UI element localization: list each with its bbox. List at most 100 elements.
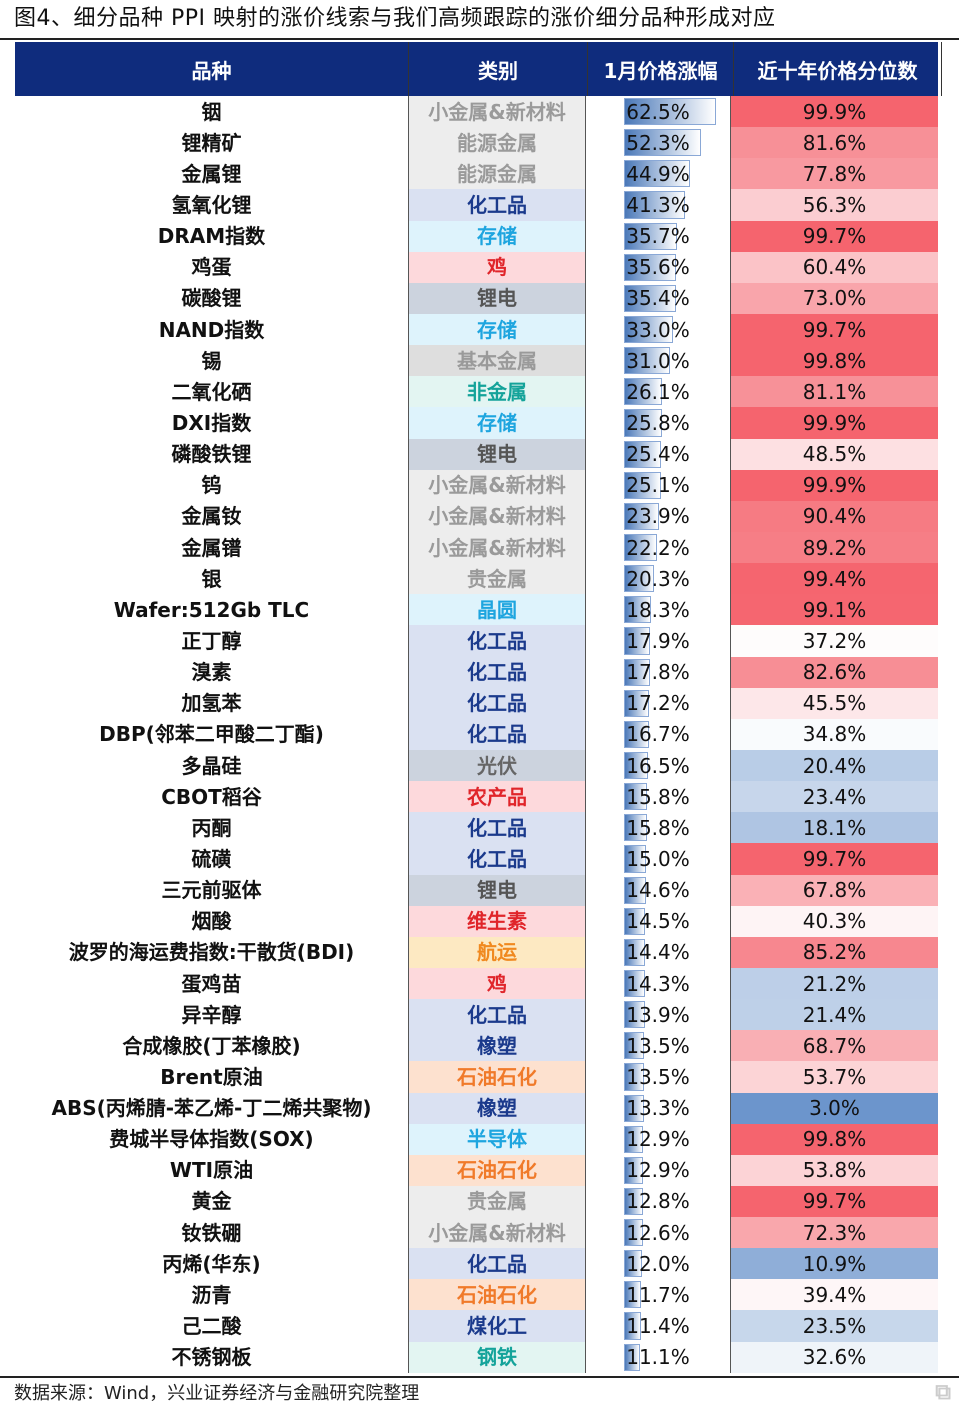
change-cell: 17.9% — [586, 625, 731, 657]
variety-cell: 二氧化硒 — [171, 379, 252, 404]
table-row: 锡 基本金属 31.0% 99.8% — [15, 345, 938, 377]
category-cell: 小金属&新材料 — [408, 500, 586, 532]
variety-cell: 金属镨 — [181, 535, 242, 560]
table-row: WTI原油 石油石化 12.9% 53.8% — [15, 1154, 938, 1186]
percentile-cell: 32.6% — [731, 1341, 938, 1373]
change-value: 25.4% — [626, 442, 690, 467]
percentile-cell: 77.8% — [731, 158, 938, 190]
table-row: 丙烯(华东) 化工品 12.0% 10.9% — [15, 1248, 938, 1280]
category-cell: 光伏 — [408, 749, 586, 782]
change-bar — [624, 783, 648, 811]
table-row: 硫磺 化工品 15.0% 99.7% — [15, 843, 938, 875]
change-bar — [624, 907, 646, 935]
category-cell: 化工品 — [408, 812, 586, 844]
change-cell: 16.5% — [586, 749, 731, 782]
change-cell: 13.3% — [586, 1092, 731, 1124]
variety-cell: 丙酮 — [191, 815, 232, 840]
header-category: 类别 — [409, 42, 588, 96]
variety-cell: 溴素 — [191, 660, 232, 685]
change-cell: 22.2% — [586, 531, 731, 564]
header-percentile: 近十年价格分位数 — [734, 42, 942, 96]
change-value: 11.4% — [626, 1314, 690, 1339]
table-row: NAND指数 存储 33.0% 99.7% — [15, 313, 938, 346]
variety-cell: 蛋鸡苗 — [181, 971, 242, 996]
percentile-cell: 48.5% — [731, 438, 938, 470]
change-bar — [624, 191, 685, 219]
change-cell: 12.0% — [586, 1248, 731, 1280]
change-cell: 25.1% — [586, 469, 731, 501]
change-cell: 25.8% — [586, 407, 731, 439]
category-cell: 石油石化 — [408, 1154, 586, 1186]
percentile-cell: 56.3% — [731, 189, 938, 221]
variety-cell: NAND指数 — [158, 317, 265, 342]
percentile-cell: 21.4% — [731, 999, 938, 1031]
change-bar — [624, 98, 716, 126]
table-row: 金属镨 小金属&新材料 22.2% 89.2% — [15, 531, 938, 564]
change-bar — [624, 565, 654, 593]
change-value: 13.9% — [626, 1002, 690, 1027]
change-cell: 35.7% — [586, 220, 731, 252]
variety-cell: 黄金 — [191, 1189, 232, 1214]
category-cell: 小金属&新材料 — [408, 531, 586, 564]
percentile-cell: 45.5% — [731, 687, 938, 719]
variety-cell: ABS(丙烯腈-苯乙烯-丁二烯共聚物) — [51, 1096, 372, 1121]
table-row: 锂精矿 能源金属 52.3% 81.6% — [15, 127, 938, 159]
category-cell: 化工品 — [408, 625, 586, 657]
change-value: 31.0% — [626, 348, 690, 373]
variety-cell: DBP(邻苯二甲酸二丁酯) — [99, 722, 324, 747]
category-cell: 贵金属 — [408, 1185, 586, 1218]
table-row: 三元前驱体 锂电 14.6% 67.8% — [15, 874, 938, 906]
category-cell: 航运 — [408, 936, 586, 968]
change-cell: 35.6% — [586, 251, 731, 283]
change-value: 17.9% — [626, 628, 690, 653]
percentile-cell: 99.9% — [731, 96, 938, 128]
category-cell: 化工品 — [408, 843, 586, 875]
change-value: 14.3% — [626, 971, 690, 996]
change-cell: 17.8% — [586, 656, 731, 688]
percentile-cell: 34.8% — [731, 718, 938, 750]
change-cell: 12.9% — [586, 1123, 731, 1155]
variety-cell: DRAM指数 — [157, 224, 266, 249]
percentile-cell: 99.4% — [731, 563, 938, 595]
change-bar — [624, 440, 662, 468]
variety-cell: WTI原油 — [169, 1158, 254, 1183]
change-value: 14.5% — [626, 909, 690, 934]
figure-title: 图4、细分品种 PPI 映射的涨价线索与我们高频跟踪的涨价细分品种形成对应 — [14, 6, 776, 31]
data-table: 品种 类别 1月价格涨幅 近十年价格分位数 铟 小金属&新材料 62.5% 99… — [15, 42, 942, 1373]
change-value: 25.8% — [626, 410, 690, 435]
change-value: 17.8% — [626, 660, 690, 685]
table-row: 蛋鸡苗 鸡 14.3% 21.2% — [15, 967, 938, 1000]
table-row: 钨 小金属&新材料 25.1% 99.9% — [15, 469, 938, 501]
variety-cell: 烟酸 — [191, 909, 232, 934]
table-row: 金属锂 能源金属 44.9% 77.8% — [15, 158, 938, 190]
table-row: 黄金 贵金属 12.8% 99.7% — [15, 1185, 938, 1218]
percentile-cell: 67.8% — [731, 874, 938, 906]
percentile-cell: 99.7% — [731, 843, 938, 875]
percentile-cell: 68.7% — [731, 1030, 938, 1062]
variety-cell: 锂精矿 — [181, 130, 242, 155]
change-value: 20.3% — [626, 566, 690, 591]
change-value: 15.8% — [626, 815, 690, 840]
source-note: 数据来源：Wind，兴业证券经济与金融研究院整理 — [14, 1383, 420, 1404]
percentile-cell: 99.9% — [731, 469, 938, 501]
table-row: Brent原油 石油石化 13.5% 53.7% — [15, 1061, 938, 1093]
change-bar — [624, 533, 657, 562]
change-cell: 15.8% — [586, 781, 731, 813]
variety-cell: 银 — [201, 566, 222, 591]
change-cell: 44.9% — [586, 158, 731, 190]
percentile-cell: 81.1% — [731, 376, 938, 408]
change-cell: 11.4% — [586, 1310, 731, 1342]
table-row: 二氧化硒 非金属 26.1% 81.1% — [15, 376, 938, 408]
percentile-cell: 89.2% — [731, 531, 938, 564]
change-bar — [624, 1125, 643, 1153]
variety-cell: 锡 — [201, 348, 222, 373]
change-cell: 12.8% — [586, 1185, 731, 1218]
percentile-cell: 23.5% — [731, 1310, 938, 1342]
percentile-cell: 20.4% — [731, 749, 938, 782]
change-value: 15.0% — [626, 846, 690, 871]
variety-cell: 正丁醇 — [181, 628, 242, 653]
change-bar — [624, 1343, 641, 1371]
table-row: 己二酸 煤化工 11.4% 23.5% — [15, 1310, 938, 1342]
change-bar — [624, 409, 662, 437]
percentile-cell: 99.9% — [731, 407, 938, 439]
